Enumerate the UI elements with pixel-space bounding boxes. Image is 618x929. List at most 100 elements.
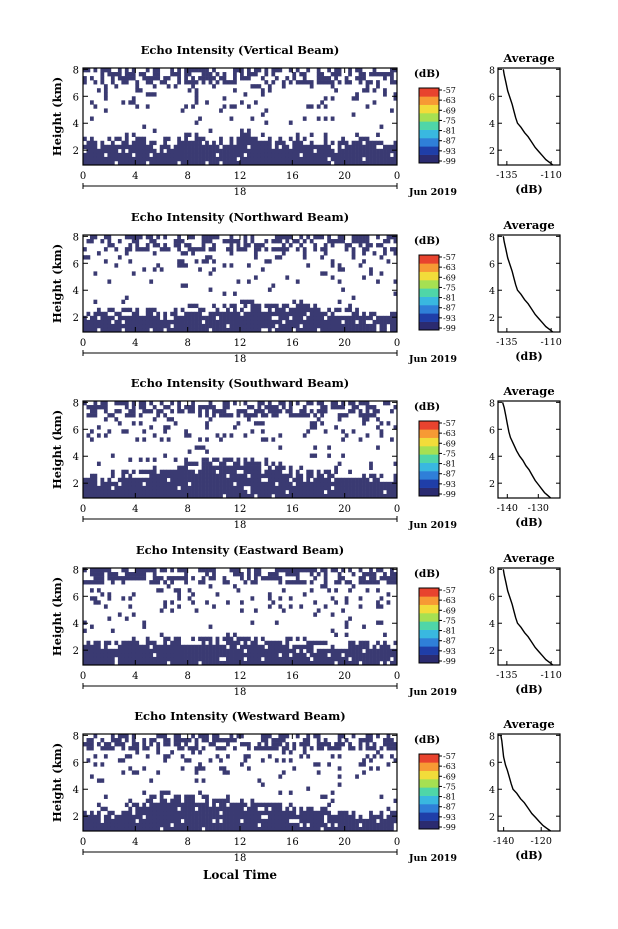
echo-cell xyxy=(278,473,283,479)
echo-cell xyxy=(96,405,101,410)
echo-cell xyxy=(229,568,234,573)
echo-cell xyxy=(233,461,237,466)
echo-cell xyxy=(198,140,202,146)
echo-cell xyxy=(201,778,206,783)
echo-cell xyxy=(142,822,147,828)
echo-cell xyxy=(383,319,387,325)
echo-cell xyxy=(222,457,227,462)
echo-cell xyxy=(142,156,147,162)
echo-cell xyxy=(316,652,321,658)
echo-cell xyxy=(362,421,366,426)
echo-cell xyxy=(233,152,237,158)
echo-cell xyxy=(212,572,216,577)
echo-cell xyxy=(89,323,94,329)
echo-cell xyxy=(386,401,391,406)
colorbar-tick-label: -69 xyxy=(443,606,456,615)
echo-cell xyxy=(271,818,276,824)
echo-cell xyxy=(292,307,297,313)
echo-cell xyxy=(299,806,304,812)
echo-cell xyxy=(177,660,181,666)
echo-cell xyxy=(166,489,171,495)
average-x-tick-label: -135 xyxy=(496,337,517,348)
echo-cell xyxy=(306,818,311,824)
echo-cell xyxy=(124,307,129,313)
average-y-tick-label: 2 xyxy=(489,812,495,823)
colorbar-tick-label: -69 xyxy=(443,273,456,282)
echo-cell xyxy=(355,96,359,101)
echo-cell xyxy=(358,323,363,329)
echo-cell xyxy=(135,235,140,240)
echo-cell xyxy=(260,782,265,787)
echo-cell xyxy=(131,652,136,658)
echo-cell xyxy=(208,469,213,475)
echo-cell xyxy=(159,437,164,442)
echo-cell xyxy=(267,592,272,597)
echo-cell xyxy=(365,640,370,646)
echo-cell xyxy=(323,477,328,483)
echo-cell xyxy=(334,648,338,654)
echo-cell xyxy=(89,568,94,573)
echo-cell xyxy=(96,251,101,256)
echo-cell xyxy=(222,481,227,487)
echo-cell xyxy=(288,311,293,317)
echo-cell xyxy=(187,477,192,483)
echo-cell xyxy=(194,826,199,832)
echo-cell xyxy=(323,327,328,333)
echo-cell xyxy=(376,152,380,158)
colorbar-segment xyxy=(419,471,439,480)
echo-cell xyxy=(208,644,213,650)
echo-cell xyxy=(348,814,352,820)
echo-cell xyxy=(89,660,94,666)
echo-cell xyxy=(281,826,286,832)
echo-cell xyxy=(288,568,293,573)
x-tick-label: 16 xyxy=(286,671,299,682)
echo-cell xyxy=(348,72,352,77)
echo-cell xyxy=(337,148,342,154)
echo-cell xyxy=(302,136,307,142)
echo-cell xyxy=(107,144,112,150)
echo-cell xyxy=(198,568,202,573)
echo-cell xyxy=(320,489,325,495)
echo-cell xyxy=(208,311,213,317)
echo-cell xyxy=(170,600,175,605)
echo-cell xyxy=(135,770,140,775)
echo-cell xyxy=(156,652,161,658)
echo-cell xyxy=(229,493,234,499)
echo-cell xyxy=(187,243,192,248)
echo-cell xyxy=(135,319,140,325)
echo-cell xyxy=(302,592,307,597)
echo-cell xyxy=(320,656,325,662)
echo-cell xyxy=(344,160,349,166)
echo-cell xyxy=(250,620,255,625)
echo-cell xyxy=(243,144,248,150)
echo-cell xyxy=(201,477,206,483)
echo-cell xyxy=(205,323,209,329)
echo-cell xyxy=(369,481,373,487)
echo-cell xyxy=(138,572,143,577)
echo-cell xyxy=(173,652,178,658)
echo-cell xyxy=(257,656,262,662)
echo-cell xyxy=(159,493,164,499)
echo-cell xyxy=(288,481,293,487)
echo-cell xyxy=(191,802,195,808)
echo-cell xyxy=(163,152,168,158)
echo-cell xyxy=(344,156,349,162)
echo-cell xyxy=(166,584,171,589)
echo-cell xyxy=(383,72,387,77)
echo-cell xyxy=(152,465,157,471)
echo-cell xyxy=(253,818,258,824)
average-y-tick-label: 6 xyxy=(489,758,495,769)
echo-cell xyxy=(264,303,269,309)
echo-cell xyxy=(149,481,154,487)
echo-cell xyxy=(226,652,230,658)
average-title: Average xyxy=(502,717,554,731)
echo-cell xyxy=(191,319,195,325)
echo-cell xyxy=(135,576,140,581)
echo-cell xyxy=(128,576,133,581)
echo-cell xyxy=(351,485,356,491)
echo-cell xyxy=(131,421,136,426)
echo-cell xyxy=(131,636,136,642)
echo-cell xyxy=(187,449,192,454)
echo-cell xyxy=(138,160,143,166)
echo-cell xyxy=(226,810,230,816)
